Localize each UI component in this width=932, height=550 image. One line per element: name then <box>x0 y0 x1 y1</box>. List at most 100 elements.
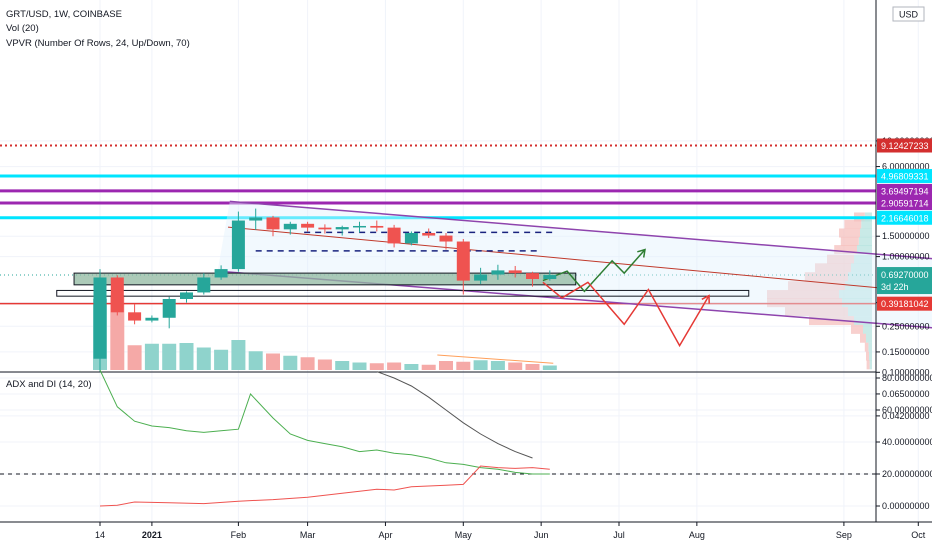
candle-up <box>404 232 418 244</box>
candle-down <box>128 312 142 321</box>
channel-upper-line[interactable] <box>229 200 932 260</box>
adx-legend[interactable]: ADX and DI (14, 20) <box>6 379 92 390</box>
volume-trendline <box>437 354 554 364</box>
vpvr-up-bar <box>861 219 872 229</box>
level-tag-label: 4.96809331 <box>881 172 929 182</box>
candle-down <box>301 223 315 228</box>
volume-bar <box>421 364 436 370</box>
volume-bar <box>110 295 125 370</box>
vpvr-down-bar <box>767 290 839 300</box>
vpvr-legend[interactable]: VPVR (Number Of Rows, 24, Up/Down, 70) <box>6 38 190 49</box>
volume-bar <box>127 345 142 370</box>
vpvr-down-bar <box>804 272 848 282</box>
vpvr-up-bar <box>869 360 872 370</box>
candle-up <box>543 275 557 280</box>
volume-bar <box>300 357 315 370</box>
plus-di-line <box>99 369 550 475</box>
countdown-label: 3d 22h <box>881 282 909 292</box>
candle-up <box>231 220 245 270</box>
price-tick-label: 0.10000000 <box>882 367 930 377</box>
minus-di-line <box>99 465 550 507</box>
vpvr-up-bar <box>854 254 872 264</box>
channel-mid-line[interactable] <box>227 226 932 294</box>
volume-bar <box>144 343 159 370</box>
time-tick-label: Jun <box>534 530 549 540</box>
time-tick-label: Sep <box>836 530 852 540</box>
volume-bar <box>387 362 402 370</box>
bullish-projection[interactable] <box>542 249 646 293</box>
volume-bar <box>542 365 557 370</box>
candle-up <box>197 277 211 293</box>
price-tick-label: 0.25000000 <box>882 321 930 331</box>
candle-down <box>439 235 453 242</box>
bearish-projection[interactable] <box>542 281 710 348</box>
volume-bar <box>266 353 280 370</box>
last-price-tag <box>877 267 932 295</box>
volume-bar <box>456 361 471 370</box>
candles <box>93 208 557 373</box>
candle-down <box>456 241 470 281</box>
vpvr-up-bar <box>860 228 872 238</box>
time-tick-label: Feb <box>231 530 247 540</box>
candle-up <box>491 270 505 275</box>
time-tick-label: 14 <box>95 530 105 540</box>
vpvr-down-bar <box>866 360 870 370</box>
vpvr-down-bar <box>767 298 842 308</box>
candle-up <box>335 227 349 230</box>
candle-up <box>214 269 228 278</box>
level-tag <box>877 195 932 210</box>
support-zone[interactable] <box>73 272 577 286</box>
adx-tick-label: 80.00000000 <box>882 373 932 383</box>
price-tags: 9.12427233 4.96809331 3.69497194 2.90591714… <box>877 138 932 311</box>
last-price-label: 0.69270000 <box>881 270 929 280</box>
price-tick-label: 0.06500000 <box>882 389 930 399</box>
candle-down <box>526 273 539 280</box>
support-zone-outline[interactable] <box>56 289 750 297</box>
volume-bar <box>231 340 246 370</box>
vpvr-up-bar <box>863 324 872 334</box>
level-tag-label: 3.69497194 <box>881 186 929 196</box>
time-tick-label: Oct <box>911 530 926 540</box>
candle-down <box>318 227 332 230</box>
level-tag-label: 2.16646018 <box>881 213 929 223</box>
vpvr-up-bar <box>868 342 872 352</box>
adx-panel <box>0 369 876 507</box>
price-tick-label: 6.00000000 <box>882 162 930 172</box>
volume-bar <box>214 349 229 370</box>
volume-bar <box>525 364 540 370</box>
level-tag <box>877 296 932 311</box>
volume-legend[interactable]: Vol (20) <box>6 23 39 34</box>
vpvr-up-bar <box>869 351 872 361</box>
time-tick-label: May <box>455 530 473 540</box>
time-tick-label: Mar <box>300 530 316 540</box>
level-tag-label: 2.90591714 <box>881 198 929 208</box>
candle-up <box>93 277 107 359</box>
adx-tick-label: 0.00000000 <box>882 501 930 511</box>
vpvr-down-bar <box>851 324 863 334</box>
vpvr-down-bar <box>866 351 869 361</box>
candle-down <box>422 232 436 236</box>
candle-up <box>162 299 176 318</box>
volume-bar <box>283 355 298 370</box>
vpvr-down-bar <box>785 307 848 317</box>
vpvr-down-bar <box>834 245 857 255</box>
vpvr-up-bar <box>857 245 872 255</box>
price-tick-label: 1.00000000 <box>882 252 930 262</box>
currency-button[interactable] <box>892 6 925 22</box>
volume-bar <box>369 363 384 370</box>
vpvr-up-bar <box>851 263 872 273</box>
volume-bar <box>335 361 350 370</box>
volume-bar <box>179 343 194 370</box>
adx-tick-label: 60.00000000 <box>882 405 932 415</box>
vpvr-up-bar <box>848 307 872 317</box>
volume-bar <box>490 361 505 370</box>
volume-bar <box>162 343 177 370</box>
vpvr-up-bar <box>854 316 872 326</box>
bearish-arrowhead <box>701 294 710 304</box>
candle-up <box>353 225 366 228</box>
vpvr-down-bar <box>860 333 866 343</box>
bullish-arrowhead <box>637 248 646 258</box>
vpvr-down-bar <box>839 228 860 238</box>
